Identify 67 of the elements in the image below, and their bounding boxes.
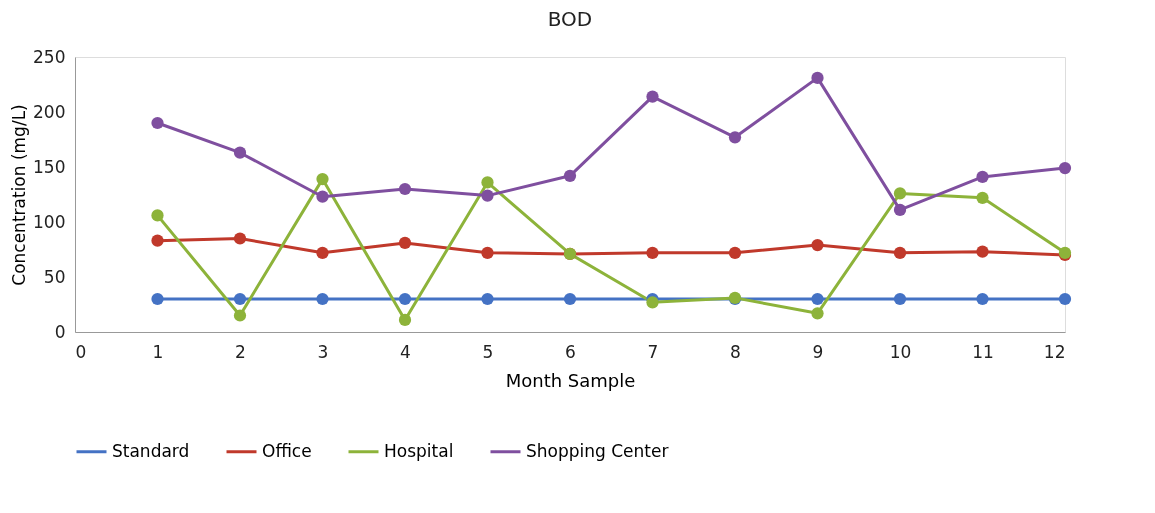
point (646, 296, 659, 309)
y-tick-label: 0 (54, 321, 66, 342)
point (976, 191, 989, 204)
point (811, 71, 824, 85)
x-tick-label: 0 (75, 341, 87, 362)
point (893, 203, 907, 217)
x-tick-label: 10 (889, 341, 912, 362)
point (481, 176, 494, 189)
point (398, 313, 412, 327)
point (976, 292, 989, 306)
point (151, 234, 164, 247)
point (976, 245, 989, 258)
x-axis-title: Month Sample (505, 369, 636, 391)
point (976, 170, 989, 184)
x-tick-label: 4 (400, 341, 411, 362)
point (893, 187, 907, 200)
point (316, 246, 329, 259)
x-tick-label: 2 (235, 341, 246, 362)
legend-label: Shopping Center (526, 440, 669, 461)
point (398, 292, 412, 306)
point (811, 307, 824, 320)
x-tick-label: 5 (482, 341, 494, 362)
x-tick-label: 7 (647, 341, 659, 362)
point (481, 189, 494, 202)
y-tick-label: 100 (33, 211, 66, 232)
point (893, 292, 907, 306)
legend-label: Standard (112, 440, 190, 461)
point (233, 309, 247, 322)
y-tick-label: 200 (33, 101, 66, 122)
chart-title: BOD (547, 7, 593, 31)
x-tick-label: 3 (317, 341, 329, 362)
point (316, 292, 329, 306)
point (233, 146, 247, 159)
x-tick-label: 11 (972, 341, 994, 362)
x-tick-label: 9 (812, 341, 824, 362)
point (481, 246, 494, 259)
x-tick-label: 6 (565, 341, 576, 362)
point (398, 236, 412, 250)
point (1058, 292, 1072, 306)
point (481, 292, 494, 306)
x-tick-label: 1 (152, 341, 164, 362)
point (151, 116, 164, 130)
legend-label: Office (262, 440, 312, 461)
x-tick-label: 8 (730, 341, 741, 362)
point (646, 246, 659, 259)
point (316, 190, 329, 203)
point (316, 172, 329, 186)
y-tick-label: 150 (33, 156, 66, 177)
point (1058, 161, 1072, 175)
point (728, 246, 742, 259)
point (811, 238, 824, 252)
point (563, 292, 577, 306)
point (563, 169, 577, 182)
x-tick-label: 12 (1043, 341, 1066, 362)
y-axis-title: Concentration (mg/L) (9, 104, 30, 286)
point (233, 232, 247, 245)
point (893, 246, 907, 259)
point (811, 292, 824, 306)
point (151, 209, 164, 222)
point (646, 90, 659, 103)
legend-label: Hospital (384, 440, 454, 461)
point (233, 292, 247, 306)
point (151, 292, 164, 306)
point (728, 131, 742, 144)
y-tick-label: 50 (43, 266, 66, 287)
point (398, 182, 412, 196)
y-tick-label: 250 (33, 46, 66, 67)
